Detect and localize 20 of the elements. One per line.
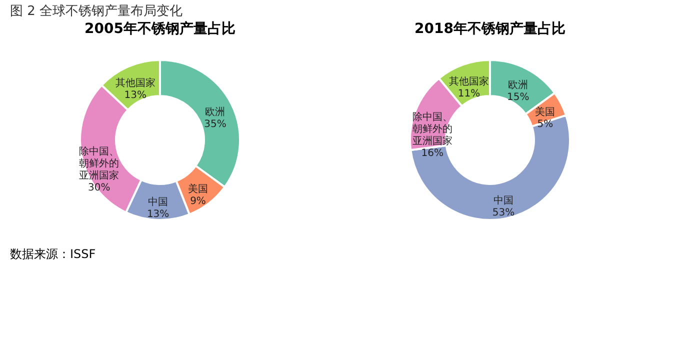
chart-title: 2018年不锈钢产量占比 bbox=[414, 20, 566, 37]
slice-label: 中国 bbox=[494, 194, 514, 207]
slice-label: 欧洲 bbox=[508, 78, 528, 91]
data-label: 9% bbox=[190, 196, 206, 207]
slice-label: 美国 bbox=[188, 182, 208, 195]
data-label: 16% bbox=[421, 148, 444, 160]
data-label: 53% bbox=[492, 208, 515, 219]
slice-label: 欧洲 bbox=[205, 106, 226, 118]
slice-label: 美国 bbox=[535, 106, 556, 118]
data-label: 15% bbox=[507, 92, 530, 103]
source-note: 数据来源：ISSF bbox=[10, 247, 96, 261]
data-label: 13% bbox=[124, 90, 146, 102]
data-label: 11% bbox=[458, 88, 480, 100]
data-label: 35% bbox=[204, 118, 226, 130]
slice-label: 其他国家 bbox=[449, 76, 489, 88]
chart-title: 2005年不锈钢产量占比 bbox=[84, 20, 236, 37]
slice-label: 中国 bbox=[148, 196, 168, 208]
data-label: 13% bbox=[146, 208, 170, 220]
caption: 图 2 全球不锈钢产量布局变化 bbox=[10, 4, 183, 19]
slice-label: 其他国家 bbox=[115, 77, 156, 90]
